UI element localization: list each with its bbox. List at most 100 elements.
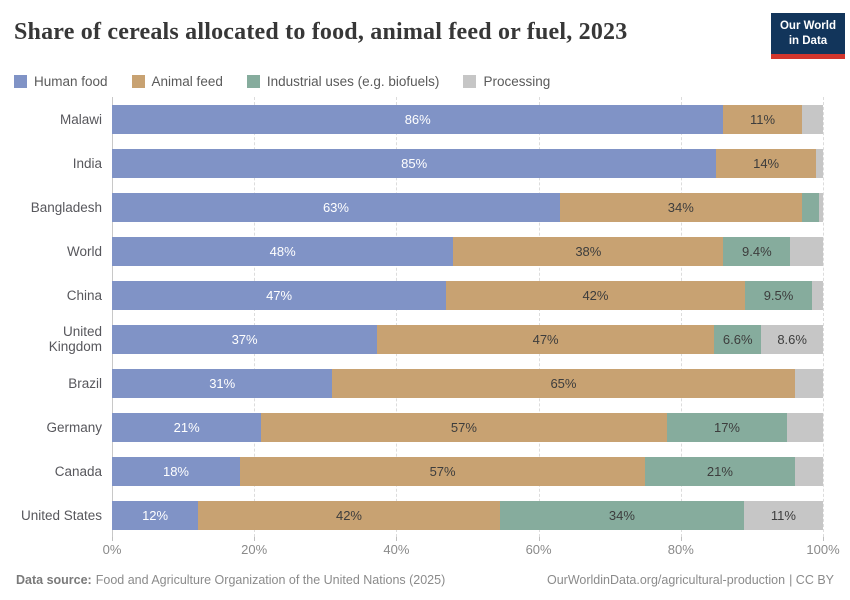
stacked-bar: 12% 42% 34% 11% <box>112 500 823 530</box>
x-tick-mark <box>680 537 682 541</box>
data-source-label: Data source: <box>16 573 92 587</box>
row-label: United States <box>20 507 102 523</box>
bar-segment-processing[interactable]: 11% <box>743 500 823 530</box>
stacked-bar: 86% 11% <box>112 104 823 134</box>
bar-area: 18% 57% 21% <box>112 456 823 486</box>
row-label: World <box>66 243 102 259</box>
bar-segment-industrial_uses[interactable]: 6.6% <box>714 324 762 354</box>
chart-row-united-kingdom: United Kingdom 37% 47% 6.6% 8.6% <box>8 317 823 361</box>
stacked-bar: 18% 57% 21% <box>112 456 823 486</box>
bar-segment-industrial_uses[interactable]: 17% <box>666 412 788 442</box>
bar-segment-animal_feed[interactable]: 42% <box>446 280 745 310</box>
y-axis-line <box>112 97 113 537</box>
bar-segment-human_food[interactable]: 85% <box>112 148 717 178</box>
bar-segment-processing[interactable] <box>801 104 823 134</box>
bar-segment-industrial_uses[interactable]: 34% <box>499 500 744 530</box>
bar-segment-human_food[interactable]: 48% <box>112 236 454 266</box>
x-tick-mark <box>823 537 824 541</box>
license-text: | CC BY <box>789 573 834 587</box>
bar-segment-processing[interactable] <box>812 280 823 310</box>
row-label: Bangladesh <box>30 199 102 215</box>
grid-line <box>254 97 256 537</box>
x-tick-mark <box>396 537 398 541</box>
bar-area: 86% 11% <box>112 104 823 134</box>
bar-area: 63% 34% <box>112 192 823 222</box>
page-title: Share of cereals allocated to food, anim… <box>14 19 628 45</box>
x-tick-label: 60% <box>525 542 552 557</box>
bar-segment-human_food[interactable]: 86% <box>112 104 724 134</box>
grid-line <box>538 97 540 537</box>
bar-segment-animal_feed[interactable]: 57% <box>261 412 667 442</box>
bar-segment-animal_feed[interactable]: 38% <box>453 236 724 266</box>
bar-segment-processing[interactable] <box>790 236 823 266</box>
bar-segment-animal_feed[interactable]: 14% <box>716 148 816 178</box>
bar-segment-animal_feed[interactable]: 47% <box>377 324 715 354</box>
bar-segment-animal_feed[interactable]: 34% <box>559 192 802 222</box>
bar-segment-animal_feed[interactable]: 11% <box>723 104 802 134</box>
bar-segment-processing[interactable] <box>819 192 823 222</box>
legend-item-industrial_uses[interactable]: Industrial uses (e.g. biofuels) <box>246 74 440 89</box>
bar-segment-animal_feed[interactable]: 42% <box>198 500 500 530</box>
chart-row-malawi: Malawi 86% 11% <box>8 97 823 141</box>
stacked-bar: 63% 34% <box>112 192 823 222</box>
row-label: United Kingdom <box>48 324 102 354</box>
bar-area: 85% 14% <box>112 148 823 178</box>
legend-item-processing[interactable]: Processing <box>463 74 550 89</box>
bar-segment-human_food[interactable]: 18% <box>112 456 240 486</box>
owid-logo-line2: in Data <box>788 34 828 47</box>
bar-segment-animal_feed[interactable]: 65% <box>332 368 795 398</box>
bar-area: 31% 65% <box>112 368 823 398</box>
bar-segment-human_food[interactable]: 63% <box>112 192 560 222</box>
bar-segment-processing[interactable] <box>794 368 823 398</box>
grid-line <box>823 97 824 537</box>
stacked-bar: 37% 47% 6.6% 8.6% <box>112 324 823 354</box>
row-label: Canada <box>54 463 102 479</box>
bar-segment-processing[interactable] <box>787 412 823 442</box>
legend-item-human_food[interactable]: Human food <box>14 74 108 89</box>
bar-segment-processing[interactable] <box>794 456 823 486</box>
bar-segment-animal_feed[interactable]: 57% <box>239 456 646 486</box>
attribution: OurWorldinData.org/agricultural-producti… <box>547 573 834 587</box>
x-tick-label: 100% <box>806 542 840 557</box>
bar-area: 21% 57% 17% <box>112 412 823 442</box>
stacked-bar: 85% 14% <box>112 148 823 178</box>
stacked-bar: 47% 42% 9.5% <box>112 280 823 310</box>
x-tick-label: 40% <box>383 542 410 557</box>
stacked-bar: 48% 38% 9.4% <box>112 236 823 266</box>
chart-row-germany: Germany 21% 57% 17% <box>8 405 823 449</box>
stacked-bar-chart: Malawi 86% 11% India 85% 14% Bangladesh 63% 34% W… <box>8 97 840 560</box>
bar-area: 12% 42% 34% 11% <box>112 500 823 530</box>
chart-row-brazil: Brazil 31% 65% <box>8 361 823 405</box>
bar-segment-industrial_uses[interactable] <box>801 192 820 222</box>
legend: Human food Animal feed Industrial uses (e.… <box>14 74 850 89</box>
bar-segment-industrial_uses[interactable]: 21% <box>645 456 795 486</box>
owid-logo: Our World in Data <box>771 13 845 59</box>
chart-row-bangladesh: Bangladesh 63% 34% <box>8 185 823 229</box>
bar-segment-human_food[interactable]: 21% <box>112 412 262 442</box>
chart-row-india: India 85% 14% <box>8 141 823 185</box>
row-label: Germany <box>46 419 102 435</box>
bar-segment-human_food[interactable]: 37% <box>112 324 378 354</box>
x-tick-label: 80% <box>667 542 694 557</box>
human_food-swatch-icon <box>14 75 27 88</box>
legend-label: Industrial uses (e.g. biofuels) <box>266 74 440 89</box>
data-source-text: Food and Agriculture Organization of the… <box>95 573 446 587</box>
bar-segment-human_food[interactable]: 31% <box>112 368 333 398</box>
x-tick-mark <box>538 537 540 541</box>
chart-row-china: China 47% 42% 9.5% <box>8 273 823 317</box>
stacked-bar: 31% 65% <box>112 368 823 398</box>
owid-url-link[interactable]: OurWorldinData.org/agricultural-producti… <box>547 573 786 587</box>
bar-segment-industrial_uses[interactable]: 9.5% <box>744 280 813 310</box>
bar-segment-industrial_uses[interactable]: 9.4% <box>723 236 791 266</box>
bar-segment-human_food[interactable]: 47% <box>112 280 447 310</box>
bar-segment-processing[interactable]: 8.6% <box>761 324 823 354</box>
legend-item-animal_feed[interactable]: Animal feed <box>131 74 223 89</box>
bar-segment-human_food[interactable]: 12% <box>112 500 199 530</box>
row-label: Brazil <box>68 375 102 391</box>
data-source: Data source: Food and Agriculture Organiz… <box>16 573 445 587</box>
grid-line <box>680 97 682 537</box>
animal_feed-swatch-icon <box>131 75 145 88</box>
bar-segment-processing[interactable] <box>815 148 823 178</box>
bar-area: 37% 47% 6.6% 8.6% <box>112 324 823 354</box>
x-tick-label: 20% <box>241 542 268 557</box>
